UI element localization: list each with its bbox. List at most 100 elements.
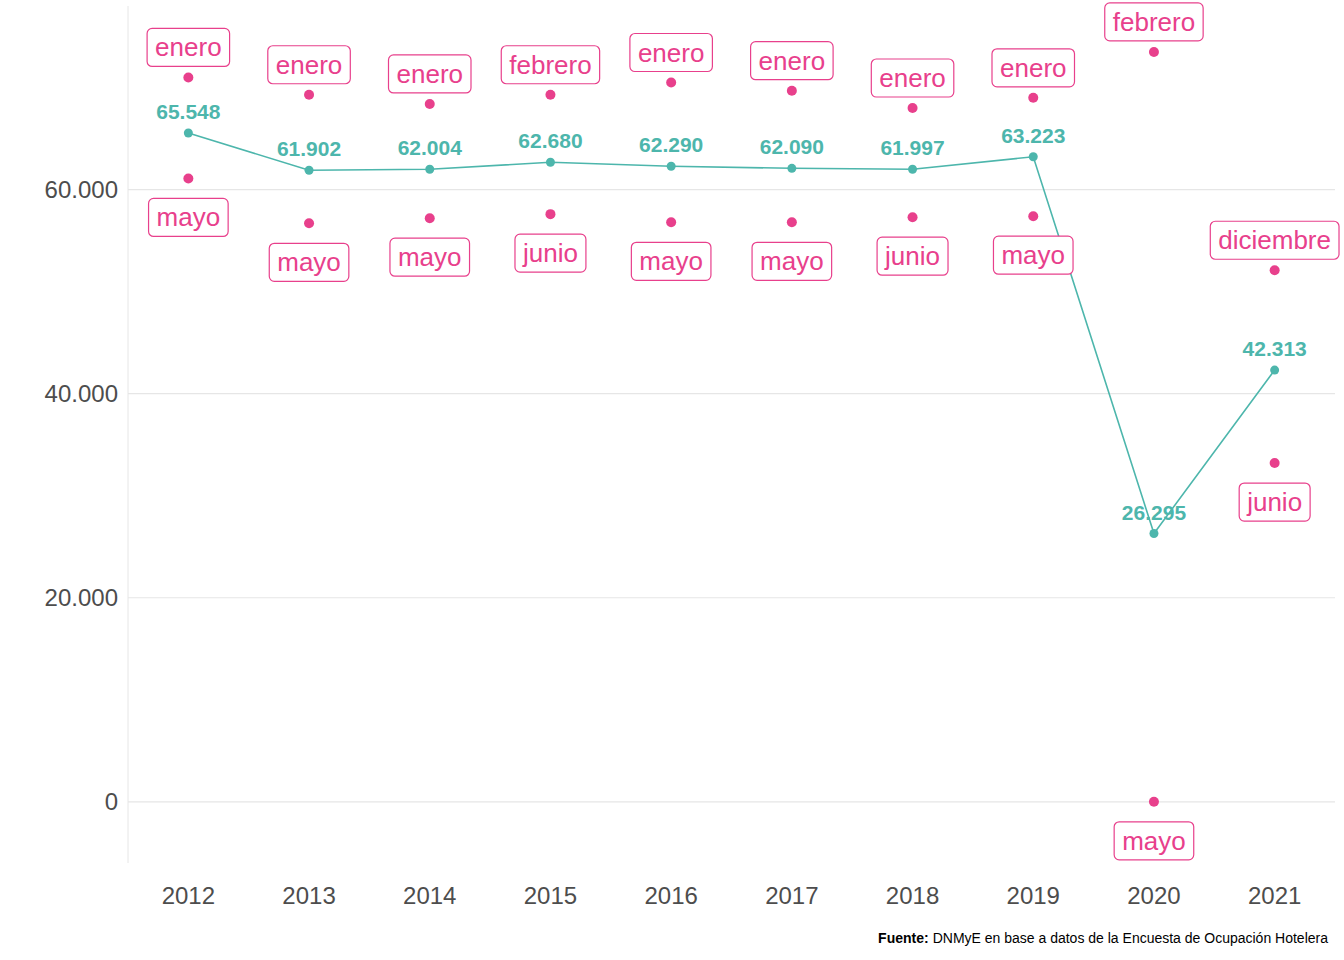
point-label: febrero	[501, 46, 599, 84]
point	[908, 103, 918, 113]
label-box	[390, 238, 470, 276]
month-label: mayo	[1122, 826, 1186, 856]
grid-line	[128, 189, 1335, 190]
data-label: 63.223	[1001, 124, 1065, 147]
month-label: enero	[1000, 53, 1067, 83]
month-label: enero	[155, 32, 222, 62]
marks	[183, 47, 1279, 807]
label-box	[993, 236, 1073, 274]
point-label: enero	[630, 34, 713, 72]
x-tick-label: 2020	[1127, 882, 1180, 909]
point-label: mayo	[149, 198, 229, 236]
label-box	[992, 49, 1075, 87]
point-label: enero	[147, 28, 230, 66]
point	[425, 165, 434, 174]
x-tick-label: 2021	[1248, 882, 1301, 909]
point	[183, 72, 193, 82]
grid-line	[128, 393, 1335, 394]
point	[1270, 366, 1279, 375]
point-label: mayo	[269, 243, 349, 281]
label-box	[1105, 3, 1203, 41]
label-box	[389, 55, 472, 93]
point-label: enero	[871, 59, 954, 97]
x-tick-label: 2019	[1007, 882, 1060, 909]
point-label: mayo	[993, 236, 1073, 274]
data-label: 61.997	[880, 136, 944, 159]
point	[1149, 47, 1159, 57]
label-box	[269, 243, 349, 281]
data-label: 62.290	[639, 133, 703, 156]
label-box	[751, 42, 834, 80]
label-box	[1210, 221, 1339, 259]
point	[184, 129, 193, 138]
caption: Fuente:DNMyE en base a datos de la Encue…	[878, 930, 1328, 946]
y-axis-line	[128, 6, 129, 863]
label-box	[630, 34, 713, 72]
label-box	[149, 198, 229, 236]
point	[787, 164, 796, 173]
point-label: febrero	[1105, 3, 1203, 41]
point	[908, 165, 917, 174]
month-label: junio	[1246, 487, 1302, 517]
point-label: junio	[877, 237, 948, 275]
point	[1028, 211, 1038, 221]
point	[1028, 93, 1038, 103]
data-label: 62.090	[760, 135, 824, 158]
month-label: mayo	[277, 247, 341, 277]
caption-label: Fuente:	[878, 930, 929, 946]
point	[667, 162, 676, 171]
data-label: 26.295	[1122, 501, 1187, 524]
labels: 65.54861.90262.00462.68062.29062.09061.9…	[147, 3, 1339, 860]
x-tick-label: 2017	[765, 882, 818, 909]
data-label: 62.680	[518, 129, 582, 152]
point	[1029, 152, 1038, 161]
line	[188, 133, 1274, 533]
month-label: diciembre	[1218, 225, 1331, 255]
point	[545, 209, 555, 219]
point-label: enero	[389, 55, 472, 93]
label-box	[501, 46, 599, 84]
label-box	[877, 237, 948, 275]
label-box	[871, 59, 954, 97]
point-label: diciembre	[1210, 221, 1339, 259]
point-label: enero	[992, 49, 1075, 87]
month-label: mayo	[760, 246, 824, 276]
label-box	[147, 28, 230, 66]
x-tick-label: 2016	[644, 882, 697, 909]
point	[787, 217, 797, 227]
point	[304, 218, 314, 228]
point	[1149, 797, 1159, 807]
point	[666, 78, 676, 88]
month-label: mayo	[398, 242, 462, 272]
point	[546, 158, 555, 167]
y-tick-label: 40.000	[45, 380, 118, 407]
label-box	[631, 242, 711, 280]
x-tick-label: 2015	[524, 882, 577, 909]
point	[1270, 265, 1280, 275]
point	[305, 166, 314, 175]
month-label: enero	[759, 46, 826, 76]
month-label: febrero	[509, 50, 591, 80]
point-label: mayo	[752, 242, 832, 280]
point	[425, 213, 435, 223]
x-tick-label: 2018	[886, 882, 939, 909]
y-tick-label: 0	[105, 788, 118, 815]
data-label: 65.548	[156, 100, 221, 123]
data-label: 42.313	[1243, 337, 1307, 360]
point	[908, 212, 918, 222]
point-label: enero	[751, 42, 834, 80]
x-tick-label: 2014	[403, 882, 456, 909]
month-label: febrero	[1113, 7, 1195, 37]
y-tick-label: 60.000	[45, 176, 118, 203]
data-label: 61.902	[277, 137, 341, 160]
caption-text: DNMyE en base a datos de la Encuesta de …	[933, 930, 1329, 946]
month-label: junio	[884, 241, 940, 271]
point-label: mayo	[1114, 822, 1194, 860]
point-label: mayo	[631, 242, 711, 280]
label-box	[268, 46, 351, 84]
point-label: junio	[515, 234, 586, 272]
month-label: mayo	[1001, 240, 1065, 270]
month-label: junio	[522, 238, 578, 268]
grid-line	[128, 597, 1335, 598]
x-tick-label: 2013	[282, 882, 335, 909]
